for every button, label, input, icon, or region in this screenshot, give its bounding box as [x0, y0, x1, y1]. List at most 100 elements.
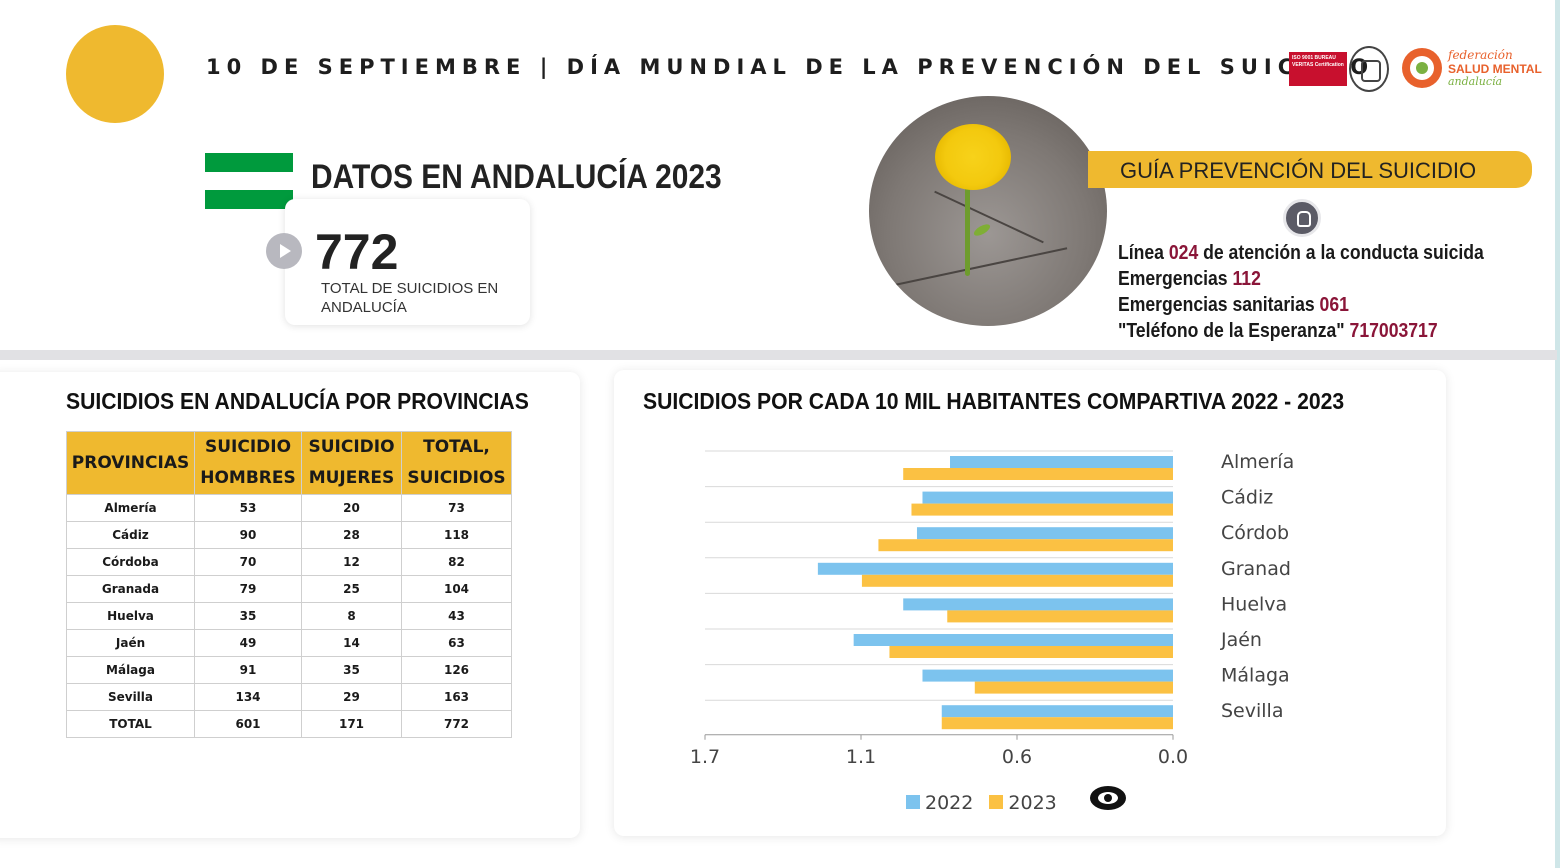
- certification-badge: ISO 9001 BUREAU VERITAS Certification: [1289, 52, 1347, 86]
- bar-2022-córdob: [916, 527, 1173, 540]
- table-row: Huelva 35 8 43: [66, 602, 512, 630]
- table-cell: 171: [301, 710, 402, 738]
- table-row: Almería 53 20 73: [66, 494, 512, 522]
- category-label: Jaén: [1220, 629, 1262, 651]
- header-provincias: PROVINCIAS: [66, 431, 195, 495]
- guide-title: GUÍA PREVENCIÓN DEL SUICIDIO: [1120, 158, 1477, 183]
- table-row: Granada 79 25 104: [66, 575, 512, 603]
- federacion-salud-mental-logo: federación SALUD MENTAL andalucía: [1402, 46, 1542, 92]
- x-tick-label: 0.6: [1002, 746, 1032, 768]
- table-cell: 35: [194, 602, 302, 630]
- bar-2022-huelva: [903, 598, 1173, 611]
- bar-2023-almería: [903, 468, 1173, 480]
- table-cell: 73: [401, 494, 512, 522]
- table-cell: 28: [301, 521, 402, 549]
- category-label: Huelva: [1221, 593, 1287, 615]
- table-row: Sevilla 134 29 163: [66, 683, 512, 711]
- bar-2023-córdob: [878, 539, 1173, 552]
- contact-line-112: Emergencias 112: [1118, 268, 1261, 290]
- category-label: Sevilla: [1221, 700, 1283, 722]
- bar-2022-sevilla: [941, 705, 1173, 718]
- table-row: TOTAL 601 171 772: [66, 710, 512, 738]
- category-label: Córdob: [1221, 522, 1289, 544]
- category-label: Cádiz: [1221, 487, 1273, 509]
- bar-2023-málaga: [974, 681, 1173, 694]
- total-suicides-value: 772: [315, 224, 399, 280]
- x-tick-label: 1.7: [690, 746, 720, 768]
- table-row: Cádiz 90 28 118: [66, 521, 512, 549]
- contact-number: 112: [1232, 268, 1261, 290]
- table-cell: Córdoba: [66, 548, 195, 576]
- bar-2023-sevilla: [941, 717, 1173, 730]
- dandelion-flower-icon: [935, 124, 1011, 190]
- provinces-table: PROVINCIAS SUICIDIO HOMBRES SUICIDIO MUJER…: [66, 431, 512, 738]
- table-cell: 90: [194, 521, 302, 549]
- legend-swatch-2023: [989, 794, 1004, 809]
- header-hombres: SUICIDIO HOMBRES: [194, 431, 302, 495]
- table-row: Córdoba 70 12 82: [66, 548, 512, 576]
- play-icon[interactable]: [266, 233, 302, 269]
- bar-2022-granad: [817, 562, 1173, 575]
- table-cell: 70: [194, 548, 302, 576]
- bar-chart: Almería Cádiz Córdob Granad Huelva Jaén Málaga…: [690, 450, 1294, 768]
- table-row: Málaga 91 35 126: [66, 656, 512, 684]
- table-cell: Málaga: [66, 656, 195, 684]
- table-cell: 63: [401, 629, 512, 657]
- table-cell: 53: [194, 494, 302, 522]
- table-cell: Granada: [66, 575, 195, 603]
- table-title: SUICIDIOS EN ANDALUCÍA POR PROVINCIAS: [66, 388, 529, 414]
- category-label: Almería: [1221, 451, 1294, 473]
- contact-line-esperanza: "Teléfono de la Esperanza" 717003717: [1118, 320, 1438, 342]
- guide-banner[interactable]: [1088, 151, 1532, 188]
- x-tick-label: 0.0: [1158, 746, 1188, 768]
- table-cell: 772: [401, 710, 512, 738]
- bar-2022-málaga: [922, 669, 1173, 682]
- org-logo-line3: andalucía: [1448, 75, 1503, 88]
- dandelion-photo: [869, 96, 1107, 326]
- header-mujeres: SUICIDIO MUJERES: [301, 431, 402, 495]
- contact-number: 717003717: [1349, 320, 1438, 342]
- x-tick-label: 1.1: [846, 746, 876, 768]
- bar-2023-jaén: [889, 646, 1173, 658]
- summary-title: DATOS EN ANDALUCÍA 2023: [311, 158, 722, 196]
- table-cell: 12: [301, 548, 402, 576]
- eye-icon[interactable]: [1088, 784, 1128, 812]
- chart-legend: 2022 2023: [906, 792, 1067, 814]
- legend-item-2022[interactable]: 2022: [906, 792, 973, 814]
- table-cell: 35: [301, 656, 402, 684]
- contact-number: 024: [1168, 242, 1199, 264]
- decorative-circle: [66, 25, 164, 123]
- table-body: Almería 53 20 73 Cádiz 90 28 118 Córdoba 70 12 82 Gr…: [66, 494, 512, 738]
- contact-line-024: Línea 024 de atención a la conducta suic…: [1118, 242, 1484, 264]
- table-cell: 25: [301, 575, 402, 603]
- table-cell: 49: [194, 629, 302, 657]
- table-cell: Almería: [66, 494, 195, 522]
- table-cell: 8: [301, 602, 402, 630]
- table-cell: 43: [401, 602, 512, 630]
- legend-item-2023[interactable]: 2023: [989, 792, 1057, 814]
- table-cell: 104: [401, 575, 512, 603]
- header-total: TOTAL, SUICIDIOS: [401, 431, 512, 495]
- table-header-row: PROVINCIAS SUICIDIO HOMBRES SUICIDIO MUJER…: [66, 431, 512, 495]
- section-divider: [0, 350, 1557, 360]
- table-cell: 14: [301, 629, 402, 657]
- table-cell: 601: [194, 710, 302, 738]
- table-cell: Jaén: [66, 629, 195, 657]
- contact-number: 061: [1319, 294, 1349, 316]
- table-cell: 79: [194, 575, 302, 603]
- bar-2023-huelva: [947, 610, 1173, 623]
- table-cell: 126: [401, 656, 512, 684]
- bar-2023-granad: [861, 574, 1173, 587]
- contact-list: Línea 024 de atención a la conducta suic…: [1118, 240, 1534, 344]
- table-cell: Sevilla: [66, 683, 195, 711]
- category-label: Granad: [1221, 558, 1291, 580]
- page-header-title: 10 DE SEPTIEMBRE | DÍA MUNDIAL DE LA PRE…: [206, 55, 1375, 79]
- table-cell: 118: [401, 521, 512, 549]
- page-right-edge: [1555, 0, 1560, 868]
- table-cell: Huelva: [66, 602, 195, 630]
- table-cell: Cádiz: [66, 521, 195, 549]
- hand-pointer-icon[interactable]: [1283, 199, 1321, 237]
- table-cell: 91: [194, 656, 302, 684]
- total-suicides-label: TOTAL DE SUICIDIOS EN ANDALUCÍA: [321, 280, 499, 316]
- org-logo-line1: federación: [1448, 48, 1513, 62]
